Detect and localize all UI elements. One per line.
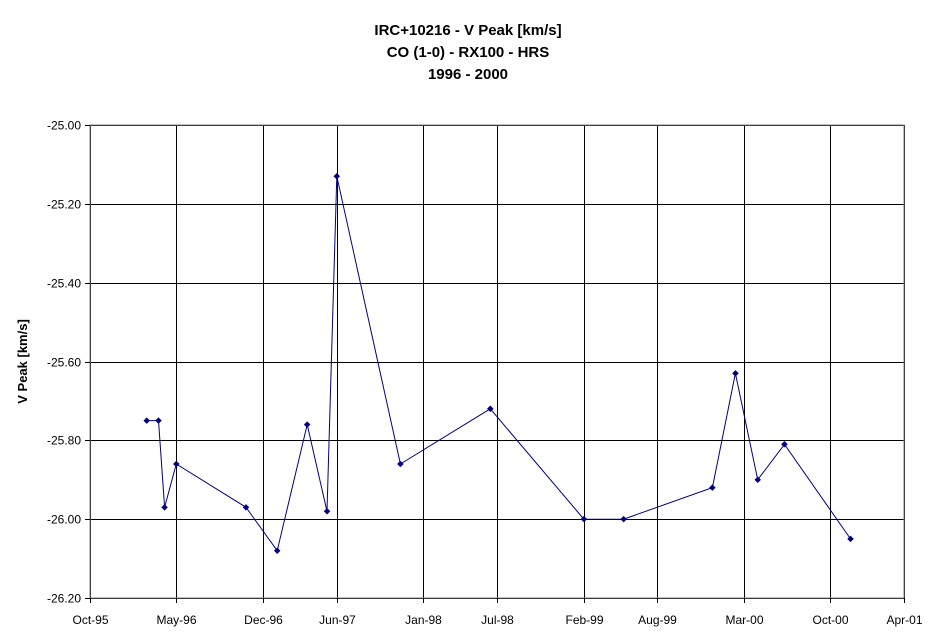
x-tick-label: Mar-00	[725, 613, 763, 627]
y-tick-label: -25.00	[47, 119, 81, 133]
x-tick-label: Dec-96	[244, 613, 283, 627]
data-point	[273, 547, 281, 555]
y-tick-label: -26.00	[47, 513, 81, 527]
data-point	[242, 503, 250, 511]
x-tick-label: Jun-97	[319, 613, 356, 627]
data-point	[143, 417, 151, 424]
data-point	[323, 507, 331, 515]
data-point	[708, 484, 716, 491]
y-tick-label: -25.40	[47, 277, 81, 291]
x-tick-label: Oct-95	[72, 613, 108, 627]
chart-title-line-1: IRC+10216 - V Peak [km/s]	[374, 22, 562, 39]
data-point	[732, 369, 739, 377]
data-point	[161, 503, 168, 511]
y-axis-title: V Peak [km/s]	[15, 319, 30, 404]
x-tick-label: Jul-98	[481, 613, 514, 627]
x-tick-label: Jan-98	[405, 613, 442, 627]
y-axis-ticks: -25.00 -25.20 -25.40 -25.60 -25.80 -26.00 -26.…	[47, 119, 90, 606]
data-point	[781, 440, 788, 448]
data-point	[172, 460, 180, 468]
data-point	[397, 460, 404, 468]
data-point	[620, 515, 627, 523]
chart-title: IRC+10216 - V Peak [km/s] CO (1-0) - RX1…	[0, 20, 936, 86]
y-tick-label: -26.20	[47, 592, 81, 606]
x-tick-label: Feb-99	[565, 613, 603, 627]
y-tick-label: -25.80	[47, 434, 81, 448]
chart-title-line-3: 1996 - 2000	[427, 66, 509, 83]
data-point	[847, 535, 854, 543]
x-tick-label: Apr-01	[886, 613, 922, 627]
data-point	[333, 172, 341, 180]
series	[143, 172, 854, 555]
y-tick-label: -25.60	[47, 356, 81, 370]
series-line	[146, 176, 851, 552]
y-tick-label: -25.20	[47, 198, 81, 212]
x-tick-label: Oct-00	[812, 613, 848, 627]
x-tick-label: Aug-99	[638, 613, 677, 627]
data-point	[303, 421, 311, 428]
chart-title-line-2: CO (1-0) - RX100 - HRS	[386, 44, 550, 61]
data-point	[580, 515, 588, 523]
x-tick-label: May-96	[156, 613, 196, 627]
x-axis-ticks: Oct-95 May-96 Dec-96 Jun-97 Jan-98 Jul-98 Feb-…	[72, 598, 923, 627]
data-point	[486, 405, 494, 413]
data-point	[155, 417, 162, 424]
data-point	[754, 476, 762, 484]
